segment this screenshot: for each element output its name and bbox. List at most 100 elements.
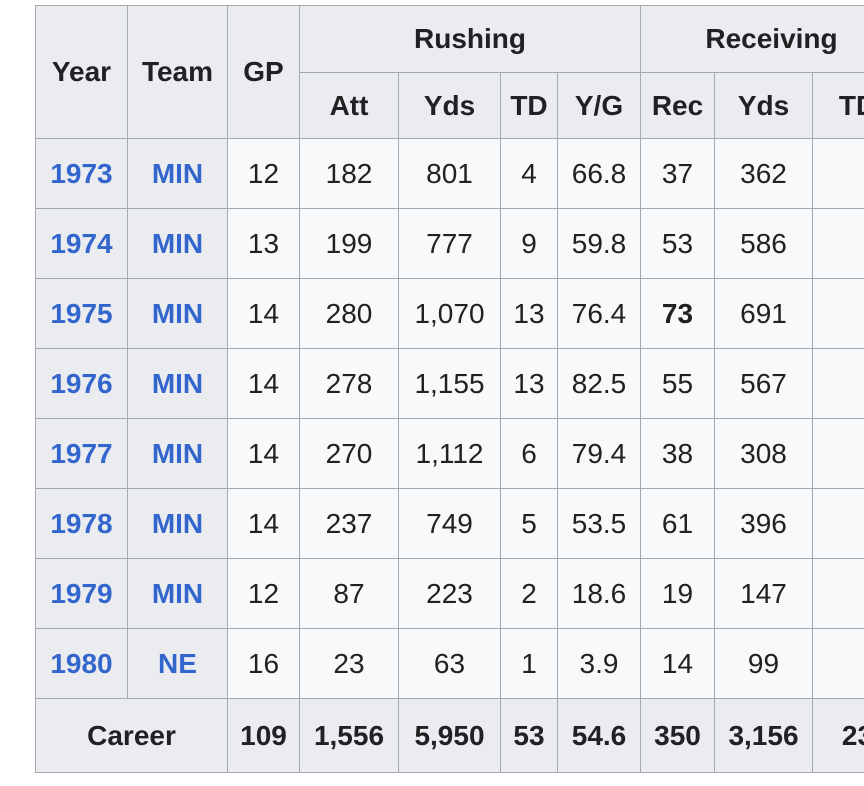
rec-yds-cell: 99 [714, 628, 813, 699]
rec-yds-cell: 308 [714, 418, 813, 489]
rec-cell: 53 [640, 208, 715, 279]
year-link[interactable]: 1975 [50, 297, 113, 329]
col-header-rec-yds: Yds [714, 72, 813, 139]
player-stats-table: Year Team GP Rushing Receiving Att Yds T… [35, 5, 864, 773]
rush-td-cell: 13 [500, 278, 558, 349]
gp-cell: 14 [227, 488, 300, 559]
col-header-rec-td: TD [811, 72, 864, 139]
year-cell: 1973 [35, 138, 128, 209]
season-row-1973: 1973 MIN 12 182 801 4 66.8 37 362 [35, 138, 864, 209]
rush-td-cell: 9 [500, 208, 558, 279]
rec-yds-cell: 362 [714, 138, 813, 209]
rush-td-cell: 5 [500, 488, 558, 559]
year-link[interactable]: 1979 [50, 577, 113, 609]
year-cell: 1977 [35, 418, 128, 489]
group-header-receiving: Receiving [639, 5, 864, 73]
career-gp-cell: 109 [227, 698, 300, 773]
rush-att-cell: 23 [299, 628, 399, 699]
career-rush-yg-cell: 54.6 [557, 698, 641, 773]
rush-yg-cell: 79.4 [557, 418, 641, 489]
team-link[interactable]: MIN [151, 577, 204, 609]
year-cell: 1980 [35, 628, 128, 699]
rec-td-cell [811, 138, 864, 209]
rec-yds-cell: 396 [714, 488, 813, 559]
team-cell: MIN [127, 278, 228, 349]
rush-td-cell: 6 [500, 418, 558, 489]
year-link[interactable]: 1973 [50, 157, 113, 189]
gp-cell: 12 [227, 138, 300, 209]
col-header-gp: GP [227, 5, 300, 139]
team-link[interactable]: MIN [151, 227, 204, 259]
team-link[interactable]: NE [158, 647, 197, 679]
rush-att-cell: 199 [299, 208, 399, 279]
rush-td-cell: 2 [500, 558, 558, 629]
rec-cell: 14 [640, 628, 715, 699]
rec-td-cell [811, 488, 864, 559]
col-header-year: Year [35, 5, 128, 139]
rush-att-cell: 278 [299, 348, 399, 419]
team-cell: MIN [127, 488, 228, 559]
rec-td-cell [811, 208, 864, 279]
rush-yg-cell: 66.8 [557, 138, 641, 209]
career-rush-yds-cell: 5,950 [398, 698, 501, 773]
rec-yds-cell: 586 [714, 208, 813, 279]
rush-yds-cell: 1,070 [398, 278, 501, 349]
team-link[interactable]: MIN [151, 367, 204, 399]
team-link[interactable]: MIN [151, 157, 204, 189]
career-rec-yds-cell: 3,156 [714, 698, 813, 773]
rush-td-cell: 1 [500, 628, 558, 699]
season-row-1978: 1978 MIN 14 237 749 5 53.5 61 396 [35, 488, 864, 559]
team-cell: MIN [127, 208, 228, 279]
season-row-1977: 1977 MIN 14 270 1,112 6 79.4 38 308 [35, 418, 864, 489]
year-cell: 1978 [35, 488, 128, 559]
rush-td-cell: 4 [500, 138, 558, 209]
rush-yg-cell: 59.8 [557, 208, 641, 279]
rush-yds-cell: 777 [398, 208, 501, 279]
rec-yds-cell: 147 [714, 558, 813, 629]
team-cell: MIN [127, 418, 228, 489]
season-row-1980: 1980 NE 16 23 63 1 3.9 14 99 [35, 628, 864, 699]
team-cell: MIN [127, 348, 228, 419]
rush-yds-cell: 63 [398, 628, 501, 699]
season-row-1976: 1976 MIN 14 278 1,155 13 82.5 55 567 [35, 348, 864, 419]
team-link[interactable]: MIN [151, 297, 204, 329]
season-row-1979: 1979 MIN 12 87 223 2 18.6 19 147 [35, 558, 864, 629]
col-header-rush-att: Att [299, 72, 399, 139]
rush-att-cell: 87 [299, 558, 399, 629]
career-rec-cell: 350 [640, 698, 715, 773]
gp-cell: 14 [227, 348, 300, 419]
rec-td-cell [811, 348, 864, 419]
rec-td-cell [811, 418, 864, 489]
career-totals-row: Career 109 1,556 5,950 53 54.6 350 3,156… [35, 698, 864, 773]
year-link[interactable]: 1974 [50, 227, 113, 259]
rush-att-cell: 280 [299, 278, 399, 349]
gp-cell: 13 [227, 208, 300, 279]
year-link[interactable]: 1977 [50, 437, 113, 469]
rush-att-cell: 182 [299, 138, 399, 209]
group-header-rushing: Rushing [299, 5, 641, 73]
year-link[interactable]: 1980 [50, 647, 113, 679]
rush-yds-cell: 1,155 [398, 348, 501, 419]
rec-cell: 55 [640, 348, 715, 419]
team-link[interactable]: MIN [151, 507, 204, 539]
col-header-rush-yg: Y/G [557, 72, 641, 139]
gp-cell: 16 [227, 628, 300, 699]
rush-yg-cell: 76.4 [557, 278, 641, 349]
gp-cell: 14 [227, 418, 300, 489]
year-link[interactable]: 1976 [50, 367, 113, 399]
rush-yg-cell: 82.5 [557, 348, 641, 419]
rush-yds-cell: 223 [398, 558, 501, 629]
col-header-team: Team [127, 5, 228, 139]
team-link[interactable]: MIN [151, 437, 204, 469]
year-link[interactable]: 1978 [50, 507, 113, 539]
career-label-cell: Career [35, 698, 228, 773]
rec-cell: 38 [640, 418, 715, 489]
rec-td-cell [811, 628, 864, 699]
rec-td-cell [811, 558, 864, 629]
rec-yds-cell: 567 [714, 348, 813, 419]
rush-att-cell: 237 [299, 488, 399, 559]
col-header-rec: Rec [640, 72, 715, 139]
year-cell: 1974 [35, 208, 128, 279]
career-rush-td-cell: 53 [500, 698, 558, 773]
